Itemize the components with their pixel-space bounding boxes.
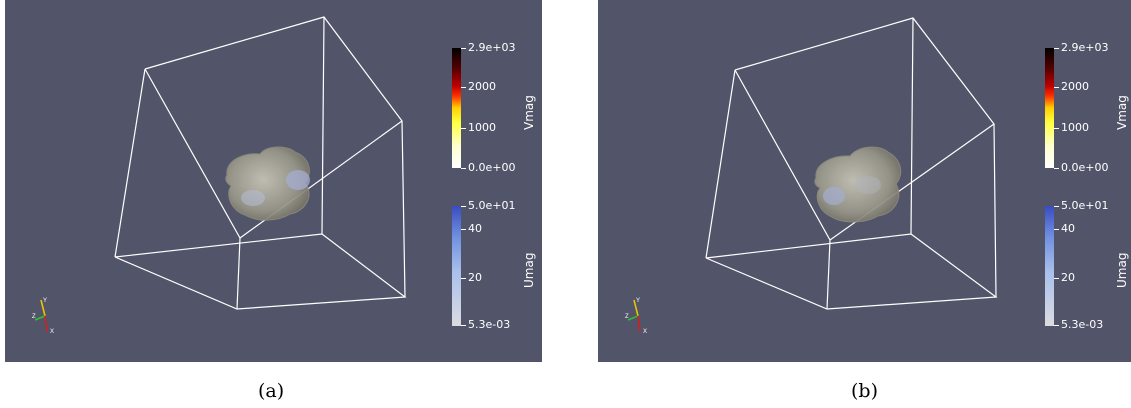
umag-tick-a: 40 — [461, 222, 482, 235]
bounding-box-a — [114, 16, 407, 310]
umag-colorbar-a — [452, 206, 461, 326]
render-view-a[interactable]: Y Z X 2.9e+03 2000 1000 0.0e+00 Vmag 5.0… — [5, 0, 542, 362]
vmag-tick-b: 2000 — [1054, 80, 1089, 93]
vmag-title-a: Vmag — [522, 95, 536, 130]
axis-z-label-b: Z — [625, 314, 629, 320]
umag-colorbar-b — [1045, 206, 1054, 326]
caption-b: (b) — [851, 380, 878, 402]
umag-tick-b: 5.3e-03 — [1053, 318, 1104, 331]
vmag-tick-a: 2000 — [461, 80, 496, 93]
vmag-tick-b: 0.0e+00 — [1053, 161, 1109, 174]
axis-y-label-a: Y — [43, 298, 47, 304]
umag-tick-b: 40 — [1054, 222, 1075, 235]
umag-title-b: Umag — [1115, 252, 1129, 288]
vmag-tick-b: 2.9e+03 — [1053, 41, 1109, 54]
umag-tick-a: 20 — [461, 271, 482, 284]
umag-tick-b: 20 — [1054, 271, 1075, 284]
axis-y-label-b: Y — [636, 298, 640, 304]
vmag-tick-a: 2.9e+03 — [460, 41, 516, 54]
scene-b: Y Z X — [625, 17, 998, 335]
vmag-colorbar-b — [1045, 48, 1054, 168]
vmag-tick-b: 1000 — [1054, 121, 1089, 134]
vmag-tick-a: 1000 — [461, 121, 496, 134]
axis-x-label-b: X — [643, 329, 647, 335]
vmag-colorbar-a — [452, 48, 461, 168]
scene-a: Y Z X — [32, 16, 407, 335]
axes-triad-a — [34, 299, 48, 333]
render-view-b[interactable]: Y Z X 2.9e+03 2000 1000 0.0e+00 Vmag 5.0… — [598, 0, 1131, 362]
umag-tick-a: 5.3e-03 — [460, 318, 511, 331]
caption-a: (a) — [258, 380, 285, 402]
axes-triad-b — [627, 299, 641, 333]
bounding-box-b — [705, 17, 998, 310]
isosurface-a — [225, 146, 310, 221]
isosurface-b — [814, 146, 902, 223]
umag-tick-b: 5.0e+01 — [1053, 199, 1109, 212]
axis-x-label-a: X — [50, 329, 54, 335]
umag-tick-a: 5.0e+01 — [460, 199, 516, 212]
vmag-tick-a: 0.0e+00 — [460, 161, 516, 174]
axis-z-label-a: Z — [32, 314, 36, 320]
umag-title-a: Umag — [522, 252, 536, 288]
vmag-title-b: Vmag — [1115, 95, 1129, 130]
